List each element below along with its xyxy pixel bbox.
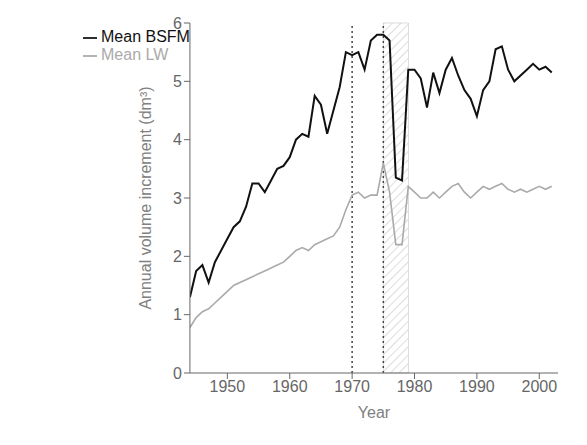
svg-text:2: 2 [173,248,182,265]
svg-text:Year: Year [358,404,391,421]
svg-text:1980: 1980 [397,378,433,395]
svg-text:2000: 2000 [521,378,557,395]
html-text:Mean LW: Mean LW [101,46,169,63]
svg-text:Annual volume increment (dm³): Annual volume increment (dm³) [137,86,154,309]
svg-text:1: 1 [173,306,182,323]
svg-text:4: 4 [173,131,182,148]
svg-text:1950: 1950 [210,378,246,395]
svg-text:1990: 1990 [459,378,495,395]
svg-text:5: 5 [173,73,182,90]
svg-text:0: 0 [173,365,182,382]
svg-text:3: 3 [173,190,182,207]
svg-text:6: 6 [173,15,182,32]
html-text:Mean BSFM: Mean BSFM [101,28,190,45]
svg-text:1970: 1970 [334,378,370,395]
svg-text:1960: 1960 [272,378,308,395]
